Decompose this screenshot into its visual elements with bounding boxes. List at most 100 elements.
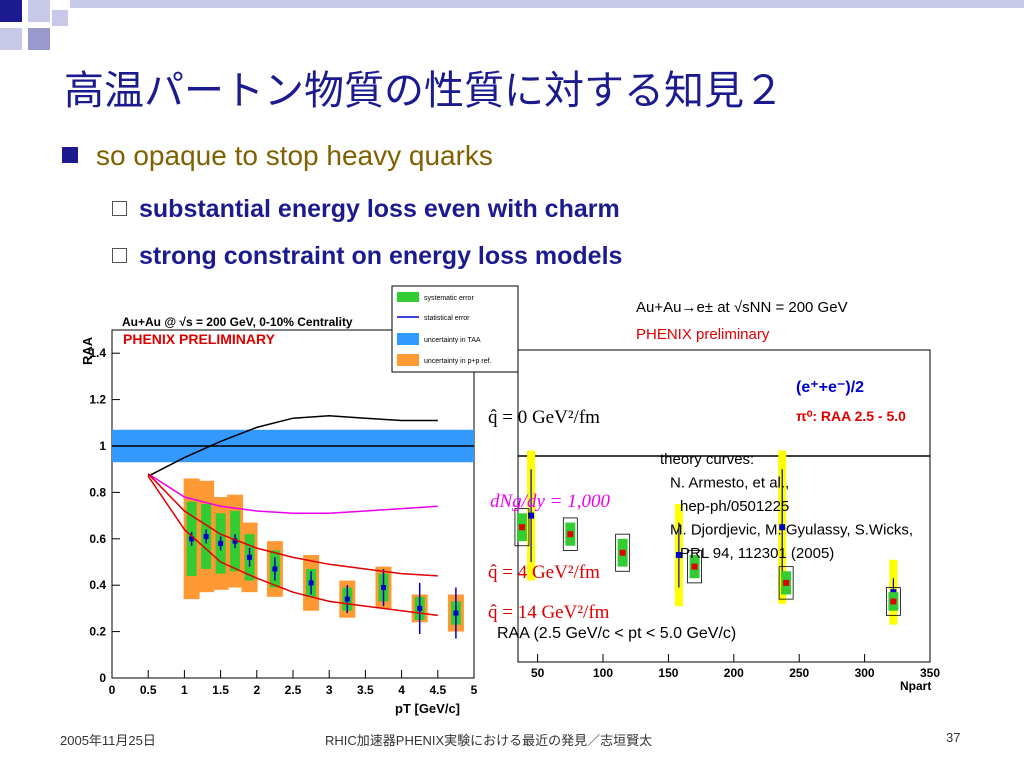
- x-tick-label: 3: [326, 683, 333, 697]
- x-tick-label: 0: [109, 683, 116, 697]
- footer-center: RHIC加速器PHENIX実験における最近の発見／志垣賢太: [325, 733, 653, 748]
- theory-note-line: theory curves:: [660, 451, 754, 468]
- x-tick-label: 250: [789, 666, 809, 680]
- legend-pp-swatch: [397, 354, 419, 366]
- y-tick-label: 0.6: [89, 532, 106, 546]
- corner-square-1: [0, 0, 22, 22]
- data-point: [417, 605, 423, 611]
- data-point: [308, 580, 314, 586]
- x-tick-label: 300: [855, 666, 875, 680]
- electron-point: [779, 524, 786, 531]
- label-q4: q̂ = 4 GeV²/fm: [488, 562, 600, 583]
- pi0-point: [691, 563, 698, 570]
- legend-syst-swatch: [397, 292, 419, 302]
- right-xlabel: Npart: [900, 679, 931, 693]
- sub-bullet-1-text: substantial energy loss even with charm: [139, 195, 620, 223]
- electron-point: [528, 512, 535, 519]
- footer-date: 2005年11月25日: [60, 733, 156, 748]
- right-subtitle: PHENIX preliminary: [636, 326, 770, 343]
- y-tick-label: 0.8: [89, 485, 106, 499]
- y-tick-label: 0.4: [89, 578, 106, 592]
- theory-curve: [147, 475, 438, 617]
- electron-point: [675, 552, 682, 559]
- slide-title: 高温パートン物質の性質に対する知見２: [64, 68, 784, 114]
- right-caption: RAA (2.5 GeV/c < pt < 5.0 GeV/c): [497, 625, 736, 642]
- x-tick-label: 2: [253, 683, 260, 697]
- data-point: [218, 540, 224, 546]
- x-tick-label: 100: [593, 666, 613, 680]
- theory-curve: [147, 473, 438, 577]
- corner-square-4: [28, 28, 50, 50]
- pi0-point: [518, 524, 525, 531]
- pi0-bracket: [778, 566, 794, 600]
- right-title: Au+Au→e± at √sNN = 200 GeV: [636, 299, 848, 316]
- theory-note-line: M. Djordjevic, M. Gyulassy, S.Wicks,: [670, 522, 913, 539]
- label-q0: q̂ = 0 GeV²/fm: [488, 407, 600, 428]
- x-tick-label: 5: [471, 683, 478, 697]
- x-tick-label: 1: [181, 683, 188, 697]
- data-point: [203, 533, 209, 539]
- data-point: [453, 610, 459, 616]
- theory-note-line: N. Armesto, et al.,: [670, 475, 789, 492]
- x-tick-label: 4.5: [429, 683, 446, 697]
- data-point: [344, 596, 350, 602]
- theory-note-line: hep-ph/0501225: [680, 498, 789, 515]
- pi0-bracket: [562, 517, 578, 551]
- pi0-point: [783, 579, 790, 586]
- pi0-point: [567, 531, 574, 538]
- corner-square-5: [52, 10, 68, 26]
- footer-page: 37: [946, 730, 961, 745]
- x-tick-label: 150: [658, 666, 678, 680]
- sub-bullet-1: substantial energy loss even with charm: [112, 195, 620, 224]
- right-plot-area: [517, 349, 931, 663]
- data-point: [232, 538, 238, 544]
- x-tick-label: 2.5: [285, 683, 302, 697]
- x-tick-label: 4: [398, 683, 405, 697]
- hollow-square-icon: [112, 248, 127, 263]
- hollow-square-icon: [112, 201, 127, 216]
- legend-taa-swatch: [397, 333, 419, 345]
- pi0-bracket: [885, 587, 901, 616]
- corner-square-3: [0, 28, 22, 50]
- legend-stat: statistical error: [424, 315, 470, 322]
- corner-square-2: [28, 0, 50, 22]
- left-xlabel: pT [GeV/c]: [395, 701, 460, 716]
- sub-bullet-2: strong constraint on energy loss models: [112, 242, 622, 271]
- data-point: [381, 585, 386, 591]
- x-tick-label: 1.5: [212, 683, 229, 697]
- bullet-square-icon: [62, 147, 78, 163]
- sub-bullet-2-text: strong constraint on energy loss models: [139, 242, 623, 270]
- pi0-bracket: [687, 550, 702, 584]
- theory-curve: [147, 415, 438, 477]
- y-tick-label: 0.2: [89, 625, 106, 639]
- legend-pp: uncertainty in p+p ref.: [424, 358, 492, 365]
- bullet-main: so opaque to stop heavy quarks: [62, 140, 493, 172]
- data-point: [247, 554, 253, 560]
- legend-syst: systematic error: [424, 295, 474, 302]
- y-tick-label: 1: [99, 439, 106, 453]
- pi0-bracket: [615, 533, 631, 572]
- y-tick-label: 1.2: [89, 393, 106, 407]
- label-dng: dNg/dy = 1,000: [490, 491, 610, 512]
- y-tick-label: 0: [99, 671, 106, 685]
- label-q14: q̂ = 14 GeV²/fm: [488, 602, 610, 623]
- x-tick-label: 350: [920, 666, 940, 680]
- theory-curve: [147, 473, 438, 515]
- left-ylabel: RAA: [80, 336, 95, 365]
- data-point: [189, 536, 195, 542]
- x-tick-label: 50: [531, 666, 545, 680]
- theory-note-line: PRL 94, 112301 (2005): [680, 545, 834, 562]
- legend-taa: uncertainty in TAA: [424, 337, 481, 344]
- x-tick-label: 0.5: [140, 683, 157, 697]
- bullet-main-text: so opaque to stop heavy quarks: [96, 140, 493, 171]
- left-title: Au+Au @ √s = 200 GeV, 0-10% Centrality: [122, 315, 353, 329]
- left-subtitle: PHENIX PRELIMINARY: [123, 331, 276, 347]
- y-tick-label: 1.4: [89, 346, 106, 360]
- x-tick-label: 3.5: [357, 683, 374, 697]
- right-legend-e: (e⁺+e⁻)/2: [796, 379, 864, 396]
- data-point: [272, 566, 278, 572]
- pi0-bracket: [514, 508, 530, 547]
- pi0-point: [890, 598, 897, 605]
- x-tick-label: 200: [724, 666, 744, 680]
